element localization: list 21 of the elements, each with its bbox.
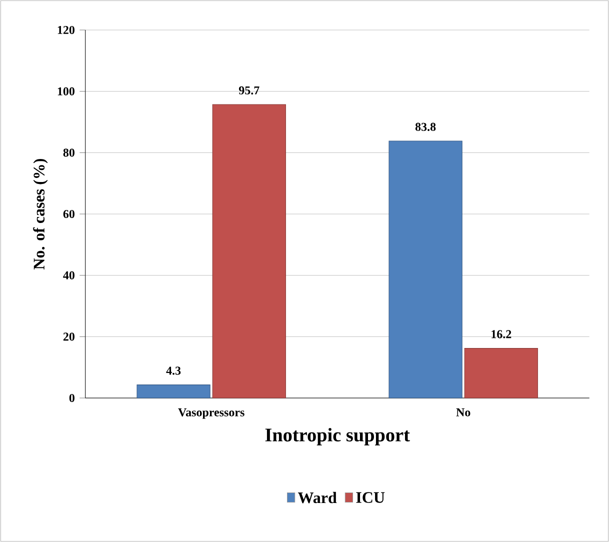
bar bbox=[464, 348, 538, 398]
x-axis-title: Inotropic support bbox=[265, 428, 410, 446]
data-label: 95.7 bbox=[238, 86, 260, 94]
legend-label: Ward bbox=[298, 492, 337, 504]
y-tick-label: 120 bbox=[58, 26, 74, 34]
y-tick-label: 80 bbox=[63, 148, 74, 157]
y-tick-label: 0 bbox=[69, 394, 74, 402]
data-label: 16.2 bbox=[492, 330, 512, 338]
x-tick-label: Vasopressors bbox=[178, 408, 244, 419]
x-tick-label: No bbox=[456, 408, 470, 416]
data-label: 4.3 bbox=[166, 366, 181, 375]
y-tick-label: 60 bbox=[63, 210, 74, 218]
bar bbox=[388, 140, 462, 398]
legend-label: ICU bbox=[356, 492, 385, 503]
bar bbox=[212, 104, 286, 398]
data-label: 83.8 bbox=[415, 122, 436, 131]
y-tick-label: 100 bbox=[58, 87, 74, 96]
bar bbox=[136, 384, 210, 398]
y-axis-title: No. of cases (%) bbox=[33, 158, 48, 270]
y-tick-label: 20 bbox=[63, 332, 74, 341]
y-tick-label: 40 bbox=[63, 271, 74, 280]
